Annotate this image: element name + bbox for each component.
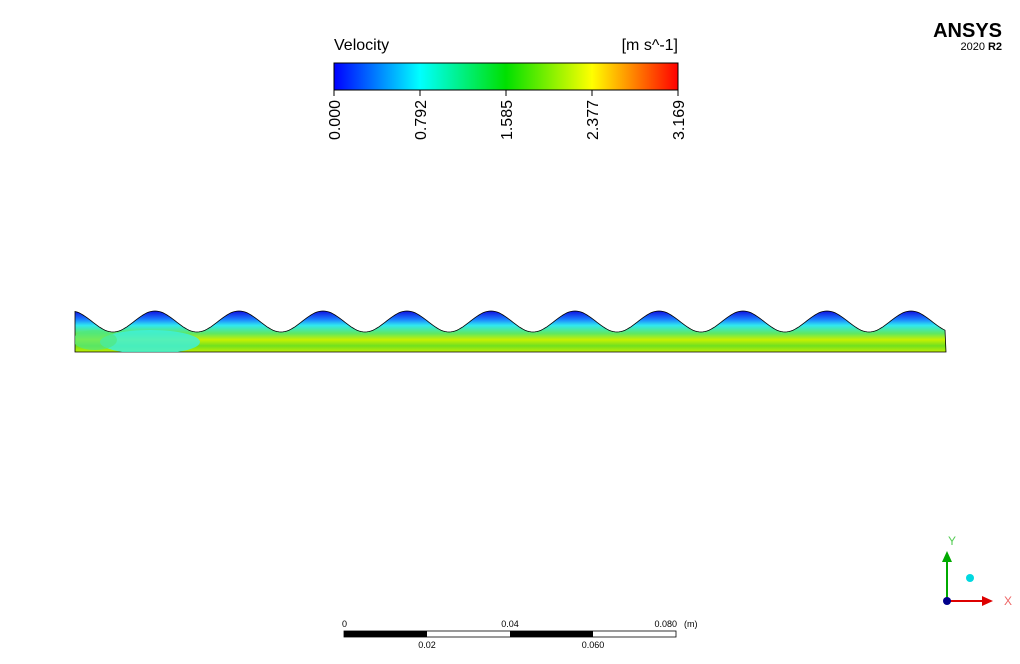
scale-label: 0.02	[418, 640, 436, 650]
colorbar-gradient	[333, 62, 679, 91]
logo-brand: ANSYS	[933, 20, 1002, 42]
colorbar-tick-label: 3.169	[671, 100, 688, 140]
scale-label: 0	[342, 619, 347, 629]
scale-unit: (m)	[684, 619, 698, 629]
legend-unit: [m s^-1]	[622, 37, 678, 54]
origin	[943, 597, 951, 605]
flow-domain	[74, 310, 947, 353]
x-arrowhead	[982, 596, 993, 606]
scale-label: 0.060	[582, 640, 605, 650]
colorbar-tick-label: 1.585	[499, 100, 516, 140]
logo-release: R2	[988, 41, 1002, 53]
logo-version: 2020	[961, 41, 985, 53]
scale-label: 0.080	[654, 619, 677, 629]
scale-segment	[344, 631, 427, 637]
z-indicator	[966, 574, 974, 582]
low-velocity-zone	[100, 330, 200, 352]
legend-title: Velocity	[334, 37, 389, 54]
logo: ANSYS 2020 R2	[933, 20, 1002, 53]
x-axis-label: X	[1004, 594, 1012, 608]
contour-domain	[74, 310, 947, 353]
colorbar-tick-label: 0.000	[327, 100, 344, 140]
colorbar: Velocity [m s^-1] 0.000 0.792 1.585 2.377 3.…	[327, 37, 688, 140]
colorbar-tick-label: 2.377	[585, 100, 602, 140]
scale-label: 0.04	[501, 619, 519, 629]
y-axis-label: Y	[948, 534, 956, 548]
y-arrowhead	[942, 551, 952, 562]
scale-bar: 0 0.04 0.080 (m) 0.02 0.060	[342, 619, 698, 650]
axis-triad: Y X	[942, 534, 1012, 608]
scale-segment	[510, 631, 593, 637]
colorbar-tick-label: 0.792	[413, 100, 430, 140]
low-velocity-zone	[75, 330, 117, 350]
